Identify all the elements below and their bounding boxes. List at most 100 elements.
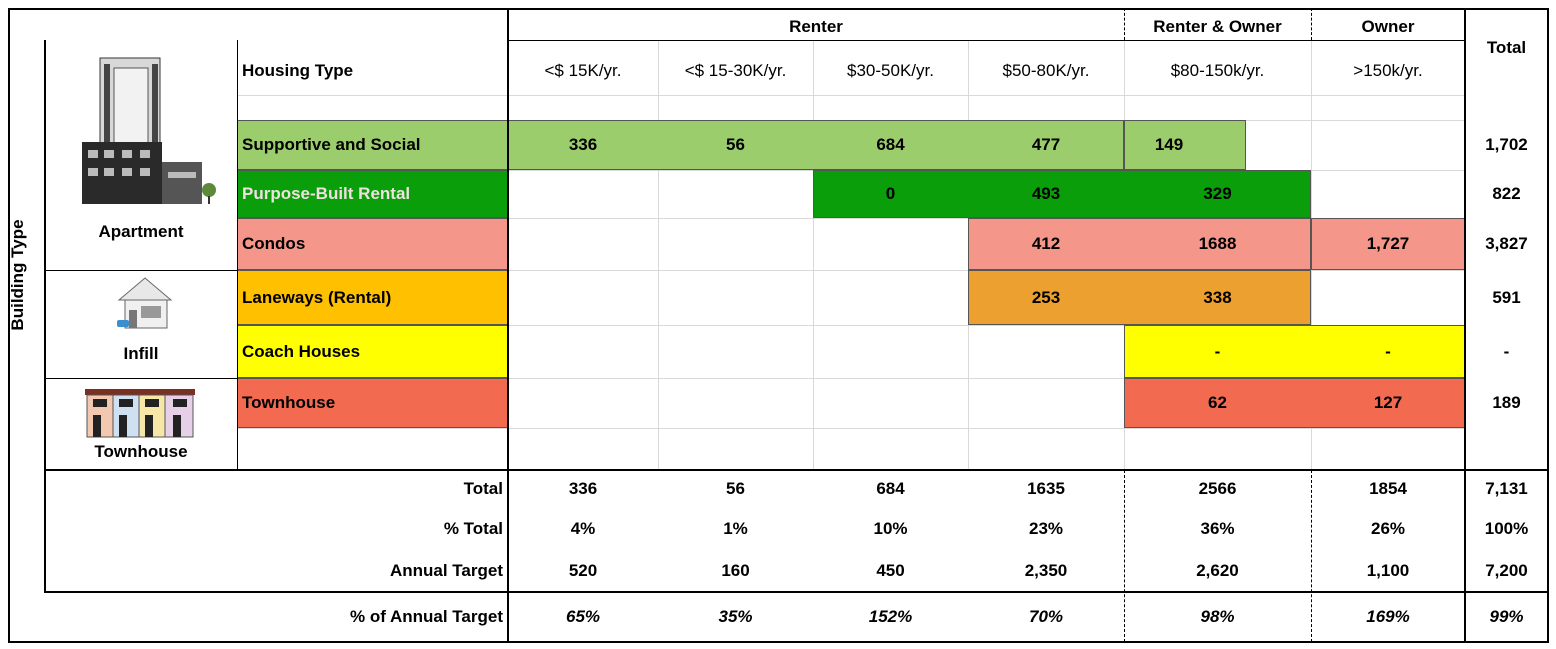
- label-fill: [237, 170, 508, 218]
- border: [44, 591, 1548, 593]
- row-label: Purpose-Built Rental: [242, 184, 411, 203]
- row-value: 684: [876, 135, 905, 154]
- row-label: Coach Houses: [242, 341, 361, 361]
- apartment-icon: [82, 57, 216, 204]
- summary-value: 169%: [1366, 607, 1410, 626]
- summary-label: Total: [463, 479, 503, 498]
- summary-total: 100%: [1484, 519, 1529, 538]
- border: [1547, 8, 1549, 643]
- cell-fill: [1124, 325, 1465, 378]
- row-value: 1,727: [1366, 234, 1410, 253]
- label-fill: [237, 270, 508, 325]
- dashed-divider: [1311, 8, 1312, 40]
- summary-total: 7,200: [1485, 561, 1528, 580]
- income-band: >150k/yr.: [1353, 61, 1423, 80]
- row-total: 822: [1492, 184, 1521, 203]
- border: [1464, 8, 1466, 643]
- border: [44, 469, 1548, 471]
- grid-line: [658, 40, 659, 470]
- summary-value: 160: [721, 561, 750, 580]
- row-label: Townhouse: [242, 393, 336, 412]
- summary-label: % of Annual Target: [350, 607, 503, 626]
- summary-value: 4%: [570, 519, 596, 538]
- summary-value: 36%: [1200, 519, 1235, 538]
- border: [237, 40, 238, 470]
- summary-value: 1854: [1369, 479, 1407, 498]
- housing-type-header: Housing Type: [242, 61, 354, 80]
- income-band: <$ 15-30K/yr.: [684, 61, 787, 80]
- summary-value: 2,620: [1196, 561, 1239, 580]
- building-type: Apartment: [98, 222, 184, 241]
- border: [44, 40, 46, 593]
- total-header: Total: [1486, 37, 1527, 57]
- income-band: <$ 15K/yr.: [544, 61, 622, 80]
- house-icon: [117, 277, 173, 329]
- cell-fill: [968, 270, 1311, 325]
- summary-value: 336: [568, 479, 598, 498]
- row-value: 253: [1031, 287, 1061, 307]
- townhouse-icon: [85, 389, 195, 438]
- grid-line: [237, 378, 1465, 379]
- summary-value: 23%: [1028, 519, 1064, 538]
- summary-value: 684: [876, 479, 905, 498]
- building-type: Townhouse: [94, 441, 188, 461]
- summary-value: 1635: [1027, 479, 1065, 498]
- row-value: -: [1214, 341, 1221, 361]
- row-label: Condos: [242, 234, 306, 253]
- summary-value: 152%: [868, 607, 913, 626]
- label-fill: [237, 120, 508, 170]
- cell-fill: [813, 170, 1311, 218]
- group-header: Renter: [789, 17, 843, 36]
- summary-value: 2,350: [1024, 561, 1068, 580]
- border: [45, 378, 237, 379]
- group-header: Owner: [1361, 17, 1415, 36]
- row-total: 189: [1492, 393, 1521, 412]
- summary-value: 1,100: [1366, 561, 1410, 580]
- row-total: 591: [1492, 287, 1521, 307]
- summary-value: 35%: [718, 607, 753, 626]
- row-value: -: [1385, 341, 1391, 361]
- border: [508, 40, 1465, 41]
- grid-line: [237, 95, 1465, 96]
- summary-value: 70%: [1028, 607, 1064, 626]
- grid-line: [237, 218, 1465, 219]
- row-total: 1,702: [1485, 135, 1528, 154]
- dashed-divider: [1311, 470, 1312, 642]
- label-fill: [237, 218, 508, 270]
- row-value: 56: [726, 135, 745, 154]
- cell-fill: [1124, 120, 1246, 170]
- label-fill: [237, 378, 508, 428]
- grid-line: [237, 325, 1465, 326]
- building-type: Infill: [123, 344, 159, 363]
- grid-line: [813, 40, 814, 470]
- summary-value: 520: [568, 561, 598, 580]
- row-label: Laneways (Rental): [242, 287, 392, 307]
- row-value: 149: [1154, 135, 1184, 154]
- row-value: 336: [568, 135, 598, 154]
- row-value: 493: [1031, 184, 1061, 203]
- summary-value: 1%: [723, 519, 748, 538]
- dashed-divider: [1124, 470, 1125, 642]
- border: [8, 641, 1549, 643]
- summary-value: 2566: [1198, 479, 1237, 498]
- summary-value: 56: [726, 479, 745, 498]
- dashed-divider: [1124, 8, 1125, 40]
- summary-value: 65%: [565, 607, 601, 626]
- row-value: 412: [1031, 234, 1061, 253]
- row-value: 338: [1203, 287, 1232, 307]
- cell-fill: [1311, 218, 1465, 270]
- summary-total: 99%: [1489, 607, 1524, 626]
- grid-line: [237, 428, 1465, 429]
- summary-total: 7,131: [1485, 479, 1528, 498]
- row-value: 329: [1203, 184, 1232, 203]
- cell-fill: [1124, 378, 1465, 428]
- border: [8, 8, 1549, 10]
- summary-value: 98%: [1200, 607, 1235, 626]
- summary-value: 450: [876, 561, 905, 580]
- row-total: -: [1503, 341, 1510, 361]
- row-value: 0: [885, 184, 896, 203]
- row-value: 127: [1373, 393, 1403, 412]
- cell-fill: [968, 218, 1311, 270]
- group-header: Renter & Owner: [1153, 17, 1282, 36]
